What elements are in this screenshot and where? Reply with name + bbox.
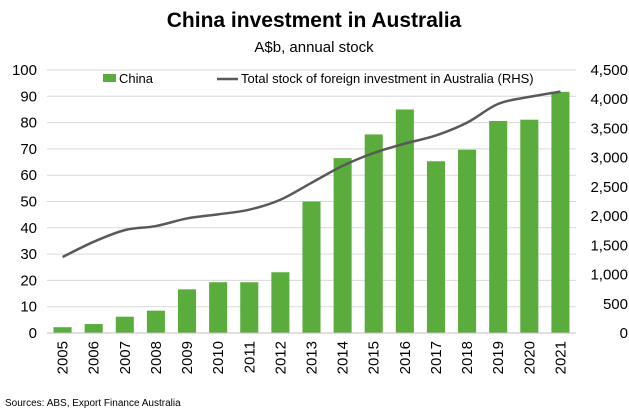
y-right-tick-label: 1,500 — [590, 237, 628, 254]
x-tick-label: 2011 — [241, 341, 258, 373]
y-left-tick-label: 80 — [20, 115, 37, 132]
y-right-tick-label: 4,500 — [590, 62, 628, 79]
bar-china — [302, 201, 321, 333]
y-right-tick-label: 3,500 — [590, 120, 628, 137]
line-series — [62, 90, 561, 259]
y-left-tick-label: 90 — [20, 88, 37, 105]
bar-china — [489, 121, 508, 333]
x-tick-label: 2020 — [521, 341, 538, 374]
y-left-tick-label: 40 — [20, 220, 37, 237]
x-tick-label: 2010 — [210, 341, 227, 374]
y-right-tick-label: 2,000 — [590, 208, 628, 225]
bar-china — [395, 109, 414, 333]
bar-china — [53, 327, 72, 333]
bar-china — [271, 272, 290, 333]
bar-china — [333, 158, 352, 333]
x-tick-label: 2007 — [117, 341, 134, 374]
y-right-tick-label: 2,500 — [590, 179, 628, 196]
x-tick-label: 2021 — [552, 341, 569, 374]
y-right-tick-label: 3,000 — [590, 150, 628, 167]
y-left-tick-label: 20 — [20, 272, 37, 289]
x-tick-label: 2013 — [304, 341, 321, 374]
legend-swatch-china — [103, 74, 116, 82]
bar-china — [240, 282, 259, 333]
x-tick-label: 2005 — [55, 341, 72, 374]
x-tick-label: 2009 — [179, 341, 196, 374]
y-left-tick-label: 10 — [20, 299, 37, 316]
bar-china — [178, 289, 197, 333]
bar-china — [458, 149, 477, 333]
bar-china — [426, 161, 445, 333]
x-tick-label: 2014 — [335, 341, 352, 374]
bar-china — [551, 91, 570, 333]
x-tick-label: 2016 — [397, 341, 414, 374]
chart-subtitle: A$b, annual stock — [254, 39, 374, 56]
source-note: Sources: ABS, Export Finance Australia — [5, 398, 181, 409]
y-left-tick-label: 100 — [12, 62, 37, 79]
bar-china — [520, 119, 539, 333]
bar-china — [209, 282, 228, 333]
y-left-tick-label: 70 — [20, 141, 37, 158]
x-tick-label: 2006 — [86, 341, 103, 374]
x-tick-label: 2017 — [428, 341, 445, 374]
legend-label-total: Total stock of foreign investment in Aus… — [241, 71, 534, 86]
y-right-tick-label: 0 — [620, 325, 628, 342]
legend: China Total stock of foreign investment … — [103, 71, 534, 86]
bar-china — [364, 134, 383, 333]
axes: 0 10 20 30 40 50 60 70 80 90 100 0 500 1,000 1,500 2,00… — [12, 62, 628, 374]
y-left-tick-label: 30 — [20, 246, 37, 263]
y-right-tick-label: 4,000 — [590, 91, 628, 108]
chart-title: China investment in Australia — [167, 9, 462, 32]
y-left-tick-label: 60 — [20, 167, 37, 184]
legend-label-china: China — [119, 71, 154, 86]
bar-china — [84, 324, 103, 333]
x-tick-label: 2015 — [366, 341, 383, 374]
bar-china — [146, 310, 165, 333]
x-tick-label: 2019 — [490, 341, 507, 374]
x-tick-label: 2008 — [148, 341, 165, 374]
y-left-tick-label: 0 — [29, 325, 37, 342]
y-right-tick-label: 1,000 — [590, 267, 628, 284]
bar-china — [115, 316, 134, 333]
x-tick-label: 2012 — [272, 341, 289, 374]
line-total-foreign-investment — [62, 90, 561, 259]
x-tick-label: 2018 — [459, 341, 476, 374]
y-right-tick-label: 500 — [603, 296, 628, 313]
bars — [53, 91, 570, 333]
y-left-tick-label: 50 — [20, 194, 37, 211]
